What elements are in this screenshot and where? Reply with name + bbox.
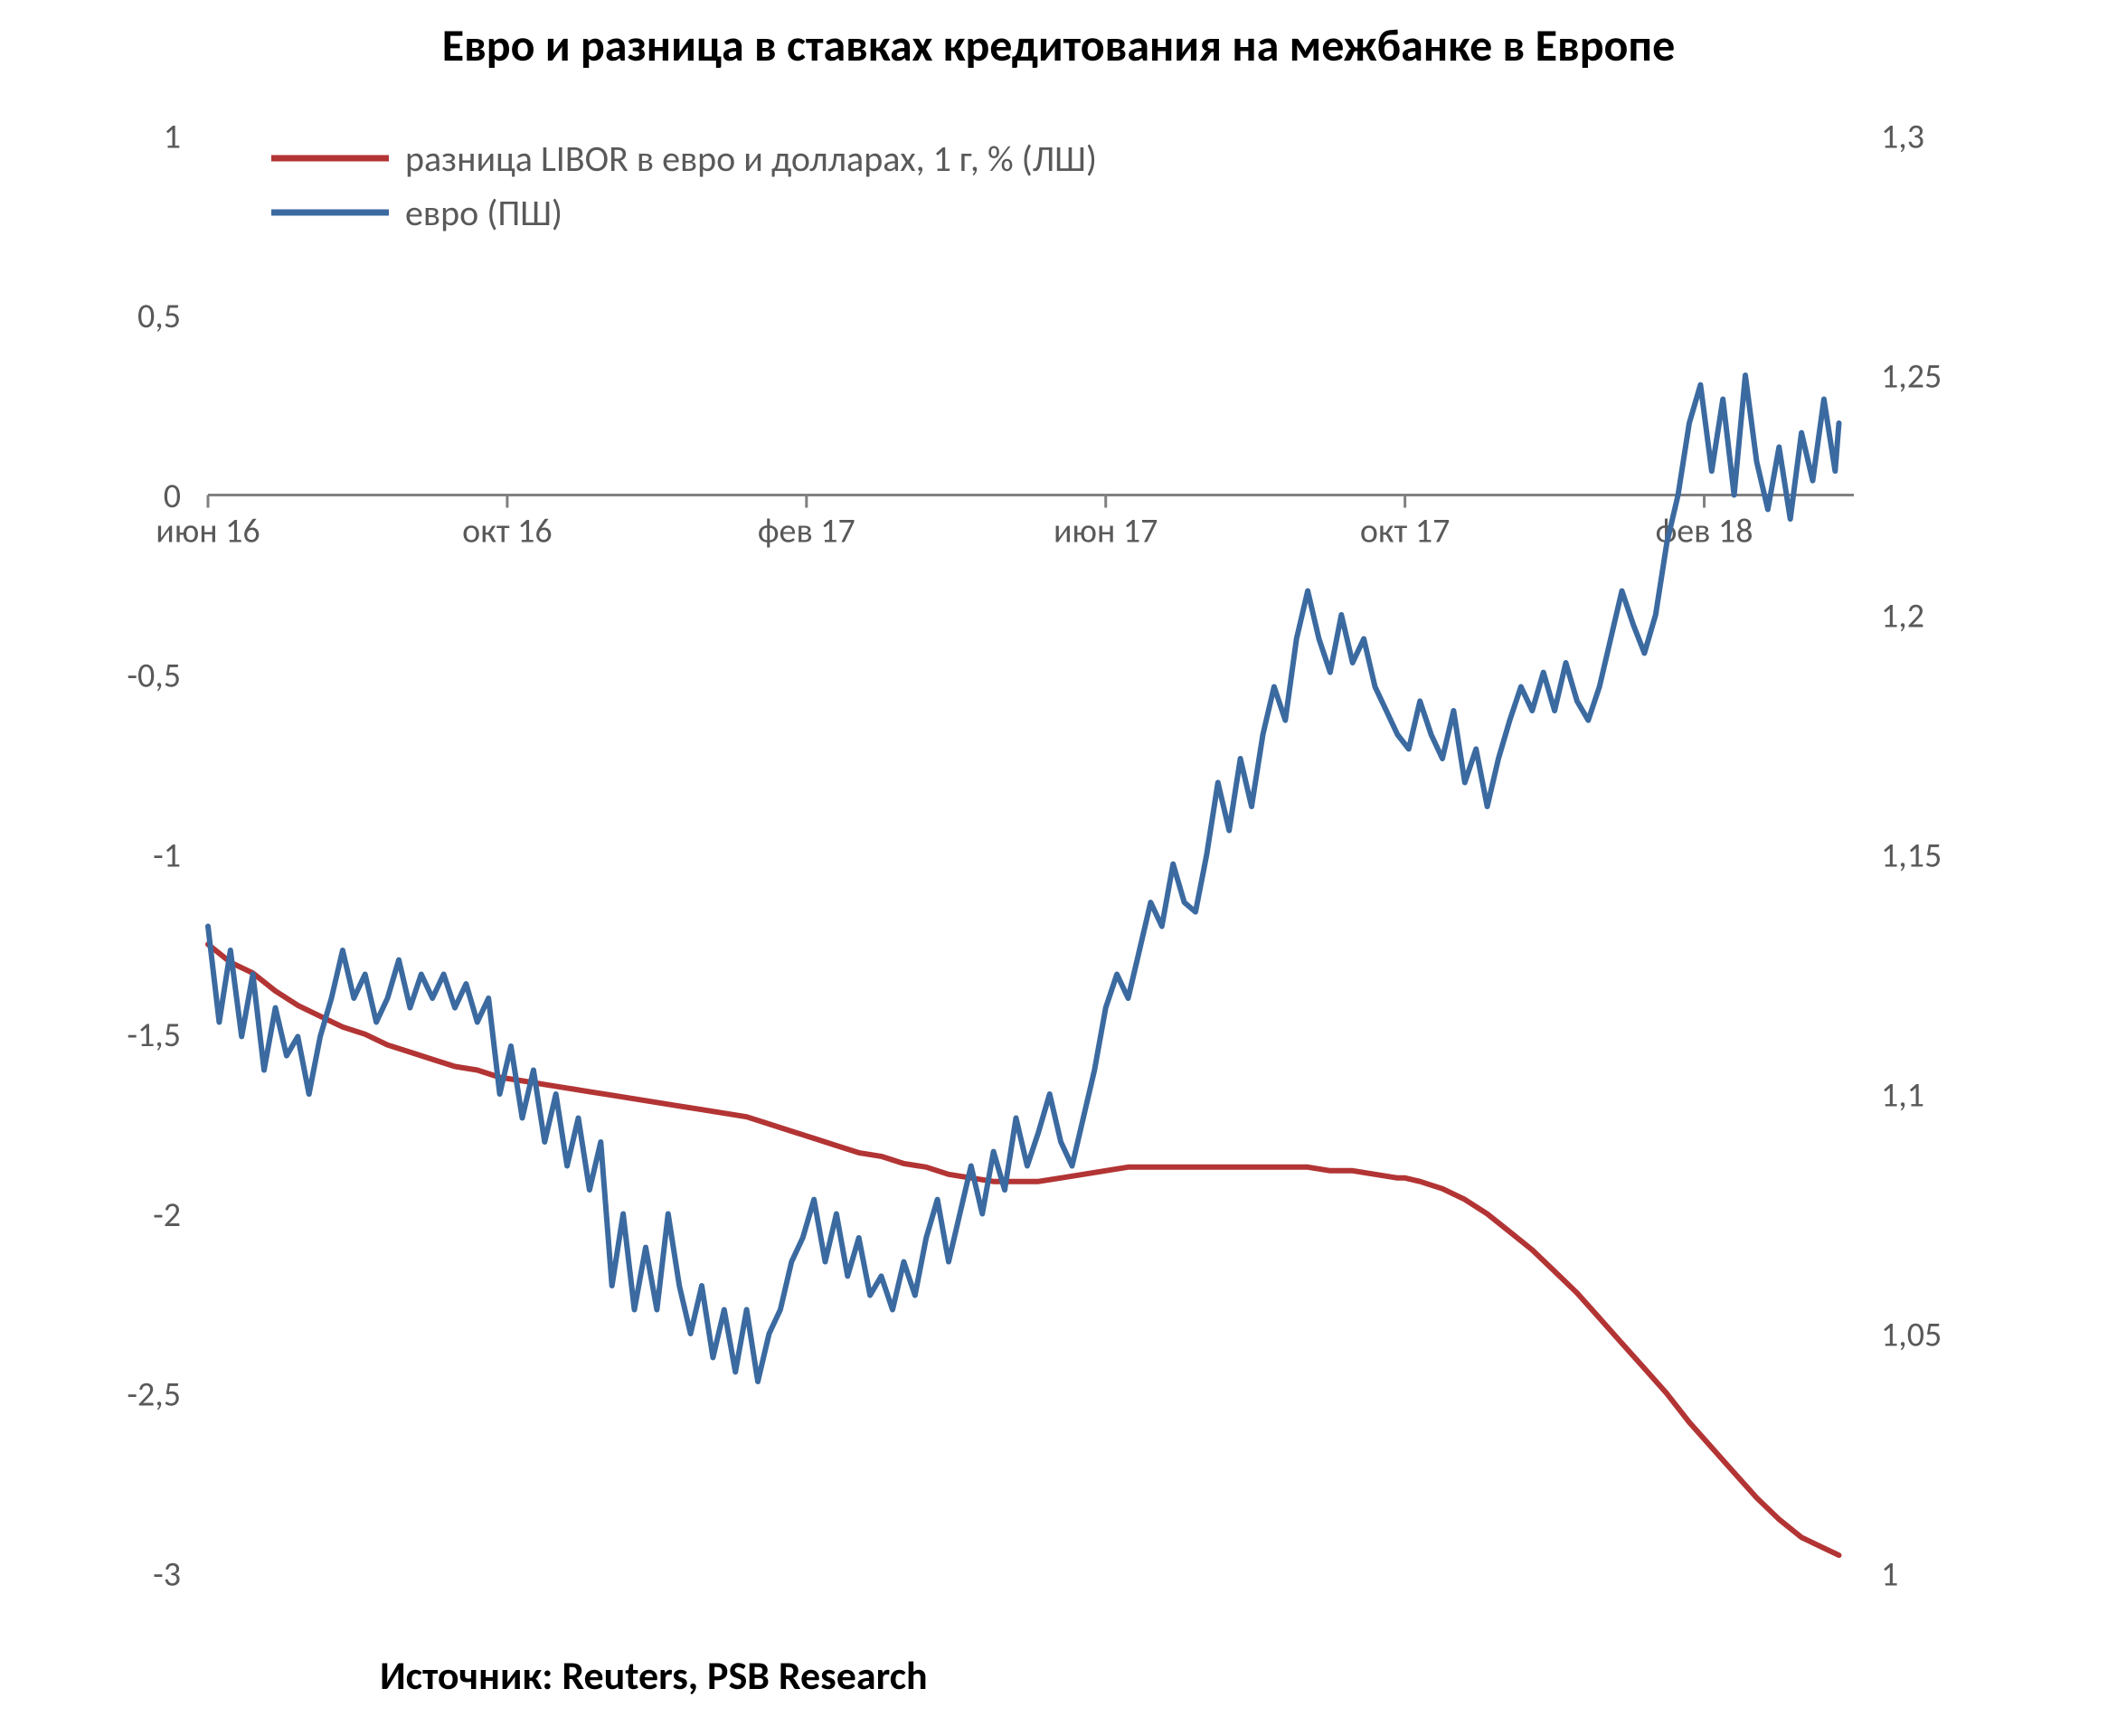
legend-label: разница LIBOR в евро и долларах, 1 г, % …	[405, 137, 1097, 181]
series-libor_spread	[208, 944, 1839, 1555]
line-chart-svg: июн 16окт 16фев 17июн 17окт 17фев 1810,5…	[0, 0, 2117, 1736]
legend-label: евро (ПШ)	[405, 191, 562, 235]
chart-source: Источник: Reuters, PSB Research	[380, 1651, 928, 1700]
y-left-tick-label: -0,5	[127, 656, 181, 697]
y-right-tick-label: 1,25	[1881, 355, 1942, 397]
x-tick-label: июн 17	[1054, 511, 1158, 552]
x-tick-label: окт 16	[462, 511, 553, 552]
y-right-tick-label: 1,2	[1881, 595, 1924, 637]
y-left-tick-label: -2	[153, 1194, 181, 1236]
y-left-tick-label: 0,5	[137, 296, 181, 337]
y-left-tick-label: -1	[153, 835, 181, 876]
series-euro	[208, 375, 1839, 1382]
chart-title: Евро и разница в ставках кредитования на…	[0, 18, 2117, 73]
x-tick-label: окт 17	[1360, 511, 1451, 552]
y-left-tick-label: 0	[164, 476, 181, 517]
chart-container: Евро и разница в ставках кредитования на…	[0, 0, 2117, 1736]
y-right-tick-label: 1	[1881, 1553, 1898, 1595]
y-right-tick-label: 1,05	[1881, 1314, 1942, 1355]
y-left-tick-label: -2,5	[127, 1374, 181, 1416]
y-left-tick-label: 1	[164, 116, 181, 157]
y-right-tick-label: 1,15	[1881, 835, 1942, 876]
x-tick-label: фев 17	[758, 511, 855, 552]
y-left-tick-label: -3	[153, 1553, 181, 1595]
y-left-tick-label: -1,5	[127, 1014, 181, 1056]
y-right-tick-label: 1,1	[1881, 1074, 1924, 1116]
y-right-tick-label: 1,3	[1881, 116, 1924, 157]
